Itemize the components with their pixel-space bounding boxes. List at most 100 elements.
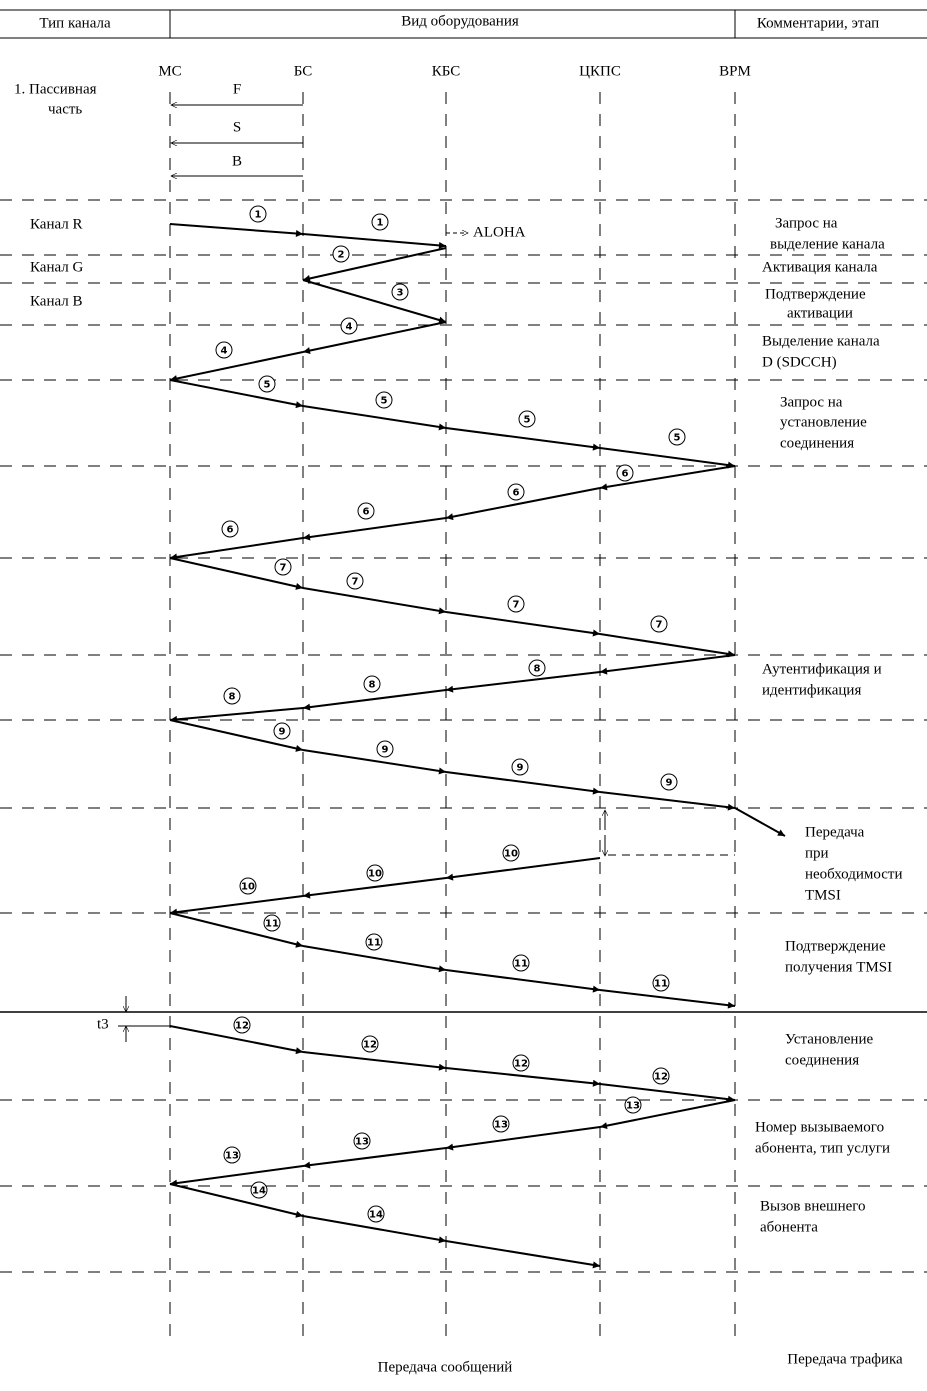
message-number: 14 — [369, 1210, 383, 1221]
message-number: 8 — [369, 680, 376, 691]
message-number-circle — [668, 428, 686, 446]
message-number: 11 — [367, 938, 381, 949]
entity-label: КБС — [432, 63, 461, 79]
message-arrow — [169, 351, 304, 382]
message-number: 7 — [352, 577, 359, 588]
message-arrow — [302, 945, 447, 973]
entity-label: ЦКПС — [579, 63, 621, 79]
message-number: 7 — [656, 620, 663, 631]
message-number-circle — [346, 572, 364, 590]
entity-label: МС — [158, 63, 181, 79]
message-number: 11 — [654, 979, 668, 990]
channel-label: Канал R — [30, 216, 83, 232]
message-number-circle — [507, 483, 525, 501]
message-number: 4 — [346, 322, 353, 333]
message-number: 6 — [227, 525, 234, 536]
aloha-label: ALOHA — [473, 224, 526, 240]
comment: активации — [787, 305, 853, 321]
message-number: 12 — [235, 1021, 249, 1032]
comment: Запрос на — [780, 394, 843, 410]
message-number-circle — [371, 213, 389, 231]
column-header: Вид оборудования — [401, 13, 519, 29]
message-number: 3 — [397, 288, 404, 299]
t3-marker — [118, 996, 170, 1042]
message-number-circle — [650, 615, 668, 633]
message-number-circle — [274, 558, 292, 576]
comment: Подтверждение — [785, 938, 886, 954]
message-number: 2 — [338, 250, 345, 261]
message-number: 11 — [514, 959, 528, 970]
message-arrow — [302, 587, 447, 615]
message-arrow — [445, 427, 601, 451]
message-arrow — [302, 321, 447, 354]
header-frame — [0, 9, 927, 39]
comment: получения TMSI — [785, 959, 892, 975]
message-arrow — [302, 1051, 447, 1071]
message-arrow — [599, 1083, 736, 1103]
message-number-circle — [375, 391, 393, 409]
channel-label: Канал B — [30, 293, 83, 309]
message-number-circle — [249, 205, 267, 223]
passive-title: часть — [48, 101, 82, 117]
message-number: 13 — [225, 1151, 239, 1162]
message-arrow — [599, 633, 736, 658]
message-number-circle — [239, 877, 257, 895]
footer-label: Передача сообщений — [378, 1359, 513, 1375]
message-arrow — [302, 517, 447, 541]
message-number: 13 — [626, 1101, 640, 1112]
message-number-circle — [652, 974, 670, 992]
message-arrow — [445, 771, 601, 795]
message-number-circle — [221, 520, 239, 538]
message-arrow — [169, 379, 304, 409]
message-arrow — [169, 223, 304, 237]
column-header: Тип канала — [39, 15, 111, 31]
message-arrow — [302, 1147, 447, 1169]
passive-channel: S — [233, 119, 241, 135]
message-number: 1 — [377, 218, 384, 229]
comment: Выделение канала — [762, 333, 880, 349]
message-number-circle — [258, 375, 276, 393]
column-header: Комментарии, этап — [757, 15, 879, 31]
message-arrow — [445, 1240, 601, 1269]
message-number-circle — [357, 502, 375, 520]
message-arrow — [599, 1099, 736, 1130]
message-arrow — [445, 611, 601, 637]
message-number: 4 — [221, 346, 228, 357]
comment: Запрос на — [775, 215, 838, 231]
channel-label: Канал G — [30, 259, 84, 275]
message-number: 12 — [514, 1059, 528, 1070]
message-number-circle — [367, 1205, 385, 1223]
message-number: 7 — [513, 600, 520, 611]
message-number: 7 — [280, 563, 287, 574]
message-arrow — [169, 1025, 304, 1055]
message-arrow — [169, 719, 304, 752]
message-number: 1 — [255, 210, 262, 221]
message-arrow — [169, 537, 304, 561]
message-number-circle — [353, 1132, 371, 1150]
message-number-circle — [273, 722, 291, 740]
message-number-circle — [518, 410, 536, 428]
message-number-circle — [215, 341, 233, 359]
message-arrow — [445, 671, 601, 693]
comment: выделение канала — [770, 236, 885, 252]
comment: необходимости — [805, 866, 903, 882]
message-arrow — [599, 791, 736, 811]
message-number-circle — [660, 773, 678, 791]
comment: TMSI — [805, 887, 841, 903]
message-number: 9 — [517, 763, 524, 774]
message-arrow — [599, 654, 736, 675]
comment: Аутентификация и — [762, 661, 882, 677]
tmsi-bracket — [605, 810, 735, 856]
message-number-circle — [616, 464, 634, 482]
message-arrow — [599, 989, 736, 1009]
message-number: 13 — [355, 1137, 369, 1148]
message-number: 9 — [382, 745, 389, 756]
message-arrow — [169, 557, 304, 590]
message-number-circle — [391, 283, 409, 301]
message-arrow — [302, 233, 447, 249]
message-number-circle — [365, 933, 383, 951]
message-number: 6 — [622, 469, 629, 480]
passive-title: 1. Пассивная — [14, 81, 97, 97]
message-arrow — [445, 487, 601, 521]
